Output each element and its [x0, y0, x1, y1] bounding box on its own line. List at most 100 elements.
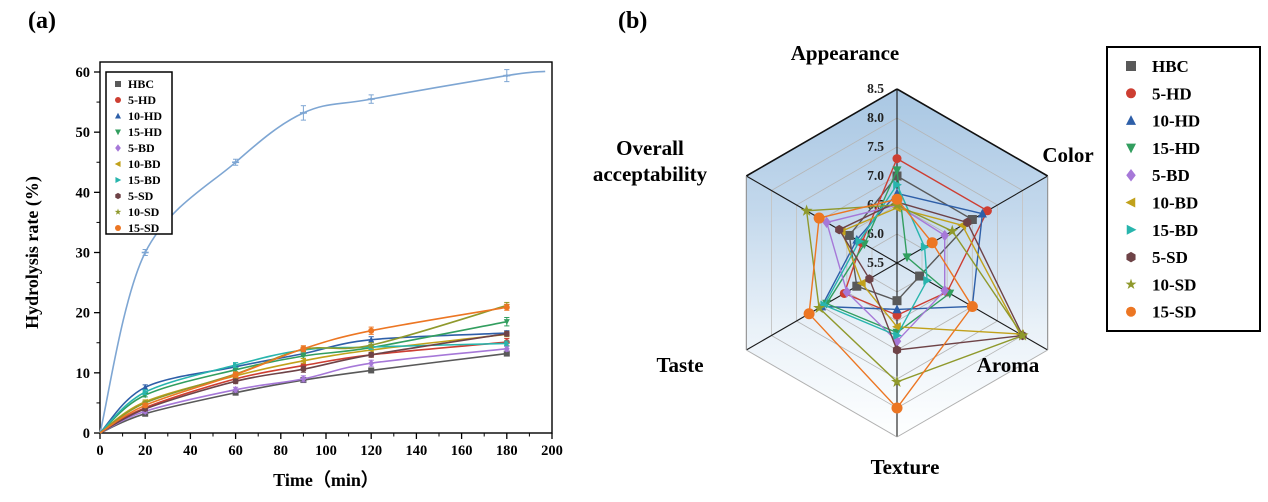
y-tick-label: 0 [83, 426, 90, 442]
radar-marker-15-SD [966, 301, 978, 312]
marker-5-SD [504, 330, 510, 337]
radar-marker-15-HD [859, 240, 869, 250]
marker-unlabeled [369, 97, 373, 101]
legend-label-5-SD: 5-SD [1152, 248, 1188, 267]
radar-marker-5-HD [982, 206, 992, 216]
legend-label-15-BD: 15-BD [128, 173, 161, 187]
radar-legend: HBC 5-HD 10-HD 15-HD 5-BD 10-BD 15-BD 5-SD 10-SD… [1106, 46, 1261, 332]
radar-axis-label: Aroma [977, 353, 1040, 377]
legend-label-15-HD: 15-HD [1152, 139, 1200, 158]
legend-label-10-SD: 10-SD [128, 205, 160, 219]
line-chart-panel: 0 20 40 60 80 100 120 140 160 180 200 0 10 20 30 40 50 60… [22, 61, 563, 490]
series-15-SD [99, 303, 510, 434]
marker-15-BD [233, 362, 239, 369]
legend-label-5-BD: 5-BD [128, 141, 155, 155]
marker-5-SD [368, 351, 374, 358]
y-tick-label: 30 [76, 246, 91, 262]
legend-marker-15-BD [115, 177, 122, 183]
radar-axis-label: acceptability [593, 162, 708, 186]
y-axis-title: Hydrolysis rate (%) [22, 176, 43, 329]
panel-a-label: (a) [28, 8, 56, 34]
radar-marker-HBC [852, 281, 862, 291]
radar-marker-HBC [892, 296, 902, 306]
marker-15-SD [232, 371, 239, 378]
panel-b-label: (b) [618, 8, 648, 34]
x-axis-title: Time（min） [273, 470, 379, 490]
radar-marker-5-BD [822, 216, 831, 229]
legend-label-10-BD: 10-BD [128, 157, 161, 171]
marker-5-BD [503, 345, 510, 353]
legend-label-HBC: HBC [1152, 57, 1189, 76]
radar-marker-15-BD [855, 236, 865, 246]
radar-marker-10-BD [892, 322, 901, 332]
legend-label-5-BD: 5-BD [1152, 166, 1190, 185]
radar-boundary [896, 349, 1048, 438]
marker-15-BD [142, 389, 149, 396]
radar-marker-5-HD [892, 154, 902, 164]
radar-marker-HBC [844, 230, 854, 240]
radar-marker-15-SD [813, 212, 825, 224]
legend-marker-15-HD [115, 129, 121, 136]
radar-marker-10-HD [892, 304, 902, 314]
radar-marker-HBC [967, 215, 977, 224]
legend-marker-10-HD [1126, 115, 1136, 125]
radar-boundary [896, 88, 1049, 177]
legend-label-10-HD: 10-HD [1152, 112, 1200, 131]
legend-label-15-HD: 15-HD [128, 125, 162, 139]
x-tick-label: 120 [360, 443, 382, 459]
radar-marker-5-BD [940, 229, 949, 242]
radar-marker-10-SD [946, 224, 959, 237]
marker-unlabeled [505, 74, 509, 78]
radar-tick-label: 7.0 [867, 168, 884, 183]
legend-label-15-BD: 15-BD [1152, 221, 1198, 240]
legend-marker-5-HD [1126, 88, 1136, 99]
radar-marker-15-SD [891, 193, 903, 205]
marker-unlabeled [302, 111, 305, 115]
radar-marker-5-SD [865, 274, 874, 284]
legend-label-10-BD: 10-BD [1152, 194, 1198, 213]
legend-label-10-SD: 10-SD [1152, 275, 1196, 294]
radar-axis-label: Color [1042, 143, 1093, 167]
y-tick-label: 20 [76, 306, 91, 322]
y-tick-label: 10 [76, 366, 91, 382]
marker-5-SD [232, 378, 239, 385]
legend-label-10-HD: 10-HD [128, 109, 162, 123]
legend-marker-15-SD [115, 225, 121, 231]
legend-marker-10-SD [114, 208, 122, 215]
legend-marker-HBC [1126, 61, 1136, 71]
legend-marker-15-SD [1126, 306, 1136, 317]
radar-axis-label: Overall [616, 136, 684, 160]
marker-10-SD [367, 341, 375, 348]
marker-15-SD [503, 304, 510, 311]
marker-unlabeled [143, 251, 147, 254]
radar-marker-5-SD [892, 345, 902, 355]
radar-tick-label: 8.5 [867, 81, 884, 96]
legend-label-5-HD: 5-HD [1152, 84, 1192, 103]
x-tick-label: 60 [228, 443, 243, 459]
radar-marker-15-BD [923, 275, 933, 285]
radar-tick-label: 7.5 [867, 139, 884, 154]
x-tick-label: 140 [406, 443, 428, 459]
radar-marker-15-SD [926, 237, 938, 249]
x-tick-label: 40 [183, 443, 198, 459]
radar-marker-HBC [915, 271, 925, 281]
marker-5-SD [300, 366, 307, 373]
radar-marker-15-SD [891, 402, 903, 414]
legend-marker-15-BD [1126, 224, 1137, 235]
marker-15-HD [232, 367, 239, 374]
radar-marker-15-SD [803, 308, 815, 320]
x-tick-label: 20 [138, 443, 153, 459]
x-tick-label: 0 [96, 443, 103, 459]
legend-marker-5-SD [115, 192, 121, 200]
marker-10-HD [368, 336, 375, 343]
legend-marker-10-BD [1125, 197, 1136, 208]
marker-5-BD [300, 375, 307, 383]
legend-marker-10-SD [1125, 278, 1137, 290]
x-tick-label: 160 [451, 443, 473, 459]
legend-marker-10-HD [115, 112, 121, 119]
legend-marker-15-HD [1126, 143, 1136, 154]
radar-series-15-BD [820, 180, 933, 340]
series-unlabeled [99, 69, 546, 434]
radar-marker-10-SD [890, 375, 904, 388]
